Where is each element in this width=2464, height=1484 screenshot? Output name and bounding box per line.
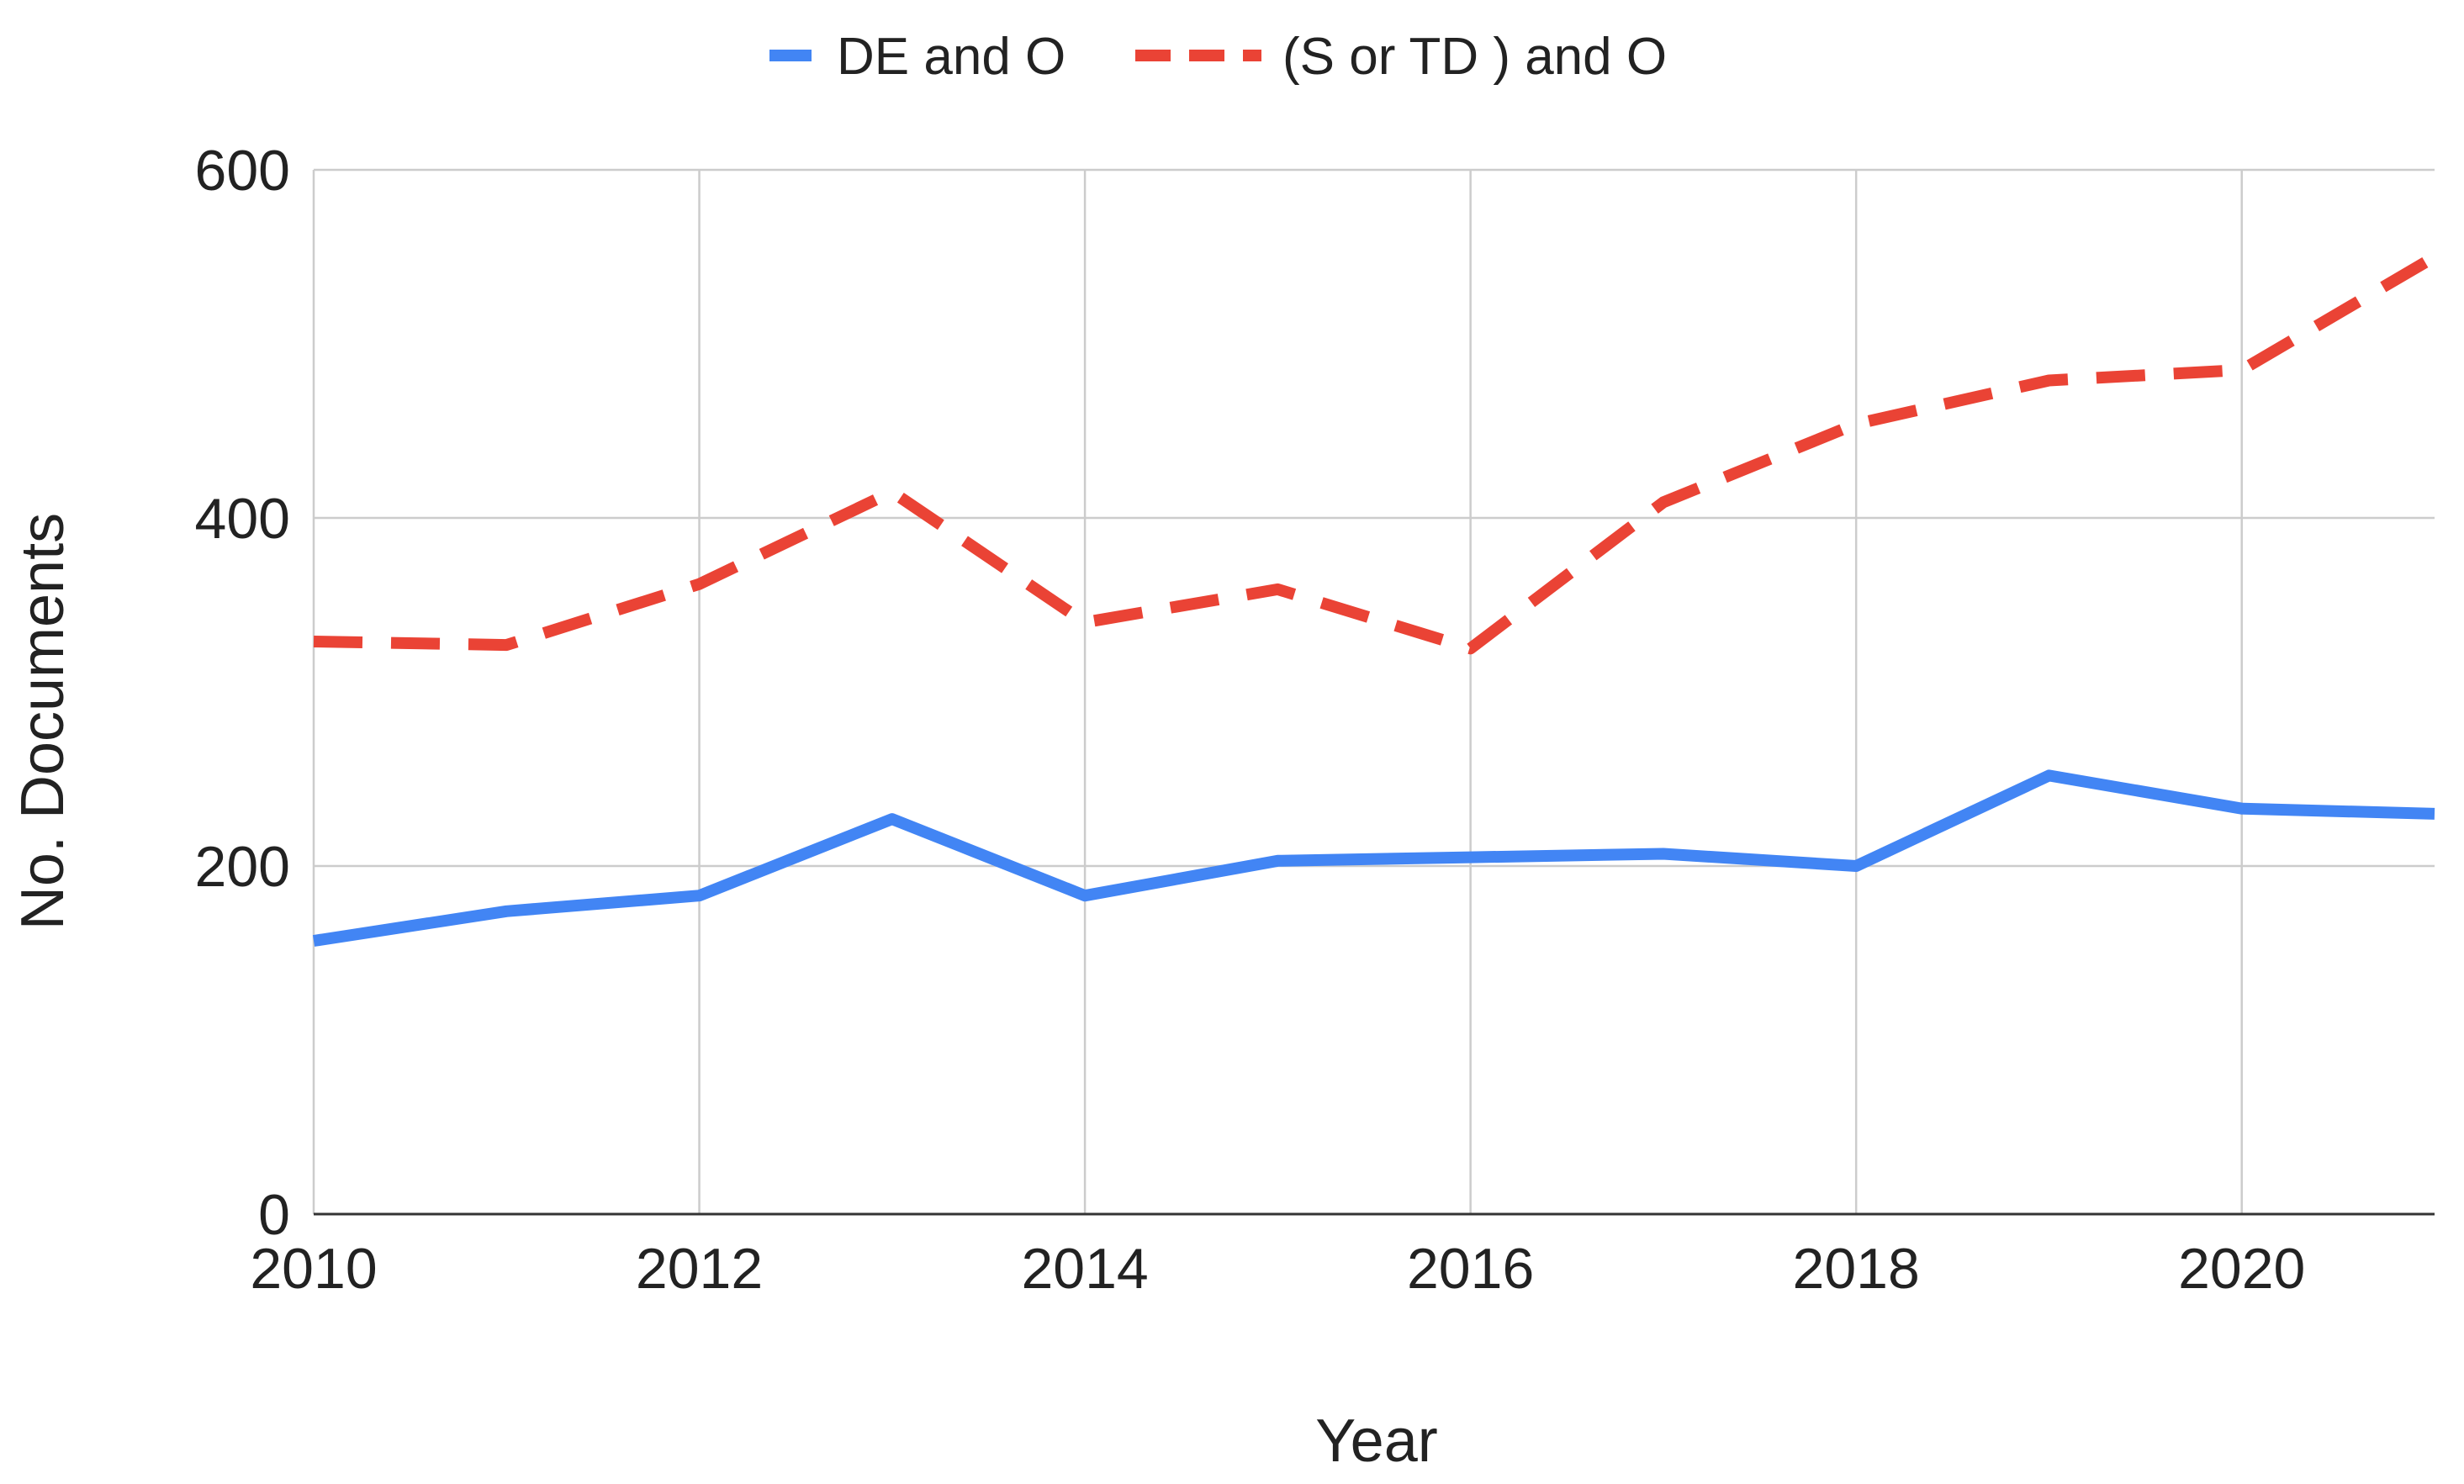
x-axis-title: Year xyxy=(1315,1407,1437,1475)
y-axis-title: No. Documents xyxy=(9,513,77,930)
data-point xyxy=(2429,808,2440,820)
data-point xyxy=(1850,860,1862,872)
data-point xyxy=(1465,852,1477,863)
y-tick-label: 0 xyxy=(258,1183,290,1247)
y-tick-label: 200 xyxy=(195,835,290,899)
x-tick-label: 2010 xyxy=(250,1237,377,1301)
data-point xyxy=(500,639,512,651)
data-point xyxy=(694,578,706,590)
data-point xyxy=(886,486,898,498)
data-point xyxy=(308,636,320,647)
x-tick-label: 2018 xyxy=(1793,1237,1920,1301)
data-point xyxy=(1658,848,1669,860)
data-point xyxy=(2043,374,2054,386)
data-point xyxy=(694,890,706,901)
data-point xyxy=(1850,418,1862,430)
data-point xyxy=(2043,769,2054,781)
grid xyxy=(312,168,2435,1214)
series-line-2 xyxy=(313,251,2438,655)
legend-label-1: DE and O xyxy=(837,28,1065,86)
x-tick-label: 2012 xyxy=(636,1237,763,1301)
axes: 0 200 400 600 2010 2012 2014 2016 2018 2020 xyxy=(195,139,2435,1301)
data-point xyxy=(500,906,512,917)
legend-label-2: (S or TD ) and O xyxy=(1282,28,1667,86)
data-point xyxy=(1079,616,1091,628)
x-tick-label: 2014 xyxy=(1021,1237,1148,1301)
series-line-1 xyxy=(312,769,2435,947)
data-point xyxy=(1272,855,1283,867)
y-tick-label: 400 xyxy=(195,487,290,551)
data-point xyxy=(308,935,320,947)
data-point xyxy=(1272,584,1283,595)
series-lines xyxy=(308,251,2440,947)
x-tick-label: 2020 xyxy=(2178,1237,2305,1301)
legend: DE and O (S or TD ) and O xyxy=(769,28,1667,86)
data-point xyxy=(1465,642,1477,654)
y-tick-label: 600 xyxy=(195,139,290,203)
data-point xyxy=(2429,251,2440,263)
data-point xyxy=(2236,803,2248,815)
data-point xyxy=(1658,496,1669,508)
data-point xyxy=(1079,890,1091,901)
x-tick-label: 2016 xyxy=(1407,1237,1534,1301)
data-point xyxy=(2236,364,2248,376)
data-point xyxy=(886,813,898,825)
